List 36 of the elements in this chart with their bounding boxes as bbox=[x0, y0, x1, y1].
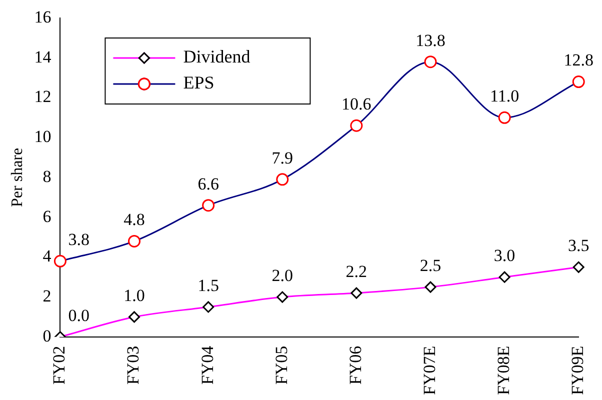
data-label: 2.2 bbox=[346, 262, 368, 282]
data-label: 0.0 bbox=[68, 306, 90, 325]
y-tick-label: 4 bbox=[42, 246, 52, 266]
y-axis-title: Per share bbox=[8, 148, 26, 207]
x-tick-label: FY04 bbox=[198, 345, 217, 385]
data-label: 2.5 bbox=[420, 256, 442, 276]
data-label: 2.0 bbox=[272, 266, 293, 285]
y-tick-label: 16 bbox=[34, 7, 52, 26]
legend-label: EPS bbox=[183, 72, 214, 93]
x-tick-label: FY06 bbox=[346, 346, 365, 385]
data-label: 3.5 bbox=[568, 236, 590, 256]
data-label: 4.8 bbox=[124, 210, 145, 230]
data-label: 10.6 bbox=[342, 94, 372, 114]
data-label: 6.6 bbox=[198, 174, 219, 194]
y-tick-label: 12 bbox=[34, 87, 52, 106]
x-tick-label: FY09E bbox=[568, 346, 588, 396]
y-tick-label: 0 bbox=[42, 326, 52, 346]
x-tick-label: FY03 bbox=[124, 346, 143, 385]
data-label: 7.9 bbox=[272, 148, 293, 168]
y-tick-label: 14 bbox=[34, 47, 52, 66]
data-label: 13.8 bbox=[416, 30, 446, 50]
y-tick-label: 8 bbox=[42, 166, 52, 186]
data-label: 11.0 bbox=[490, 86, 520, 106]
data-label: 12.8 bbox=[564, 50, 594, 70]
x-tick-label: FY02 bbox=[50, 346, 69, 385]
x-tick-label: FY07E bbox=[420, 346, 439, 396]
x-tick-label: FY05 bbox=[272, 346, 291, 385]
legend-label: Dividend bbox=[183, 46, 250, 67]
data-label: 3.0 bbox=[494, 246, 516, 266]
y-tick-label: 10 bbox=[34, 127, 52, 146]
data-label: 1.5 bbox=[198, 276, 219, 295]
x-tick-label: FY08E bbox=[494, 346, 514, 396]
y-tick-label: 6 bbox=[42, 206, 52, 226]
y-tick-label: 2 bbox=[42, 286, 52, 306]
data-label: 3.8 bbox=[68, 230, 90, 250]
data-label: 1.0 bbox=[124, 286, 145, 305]
